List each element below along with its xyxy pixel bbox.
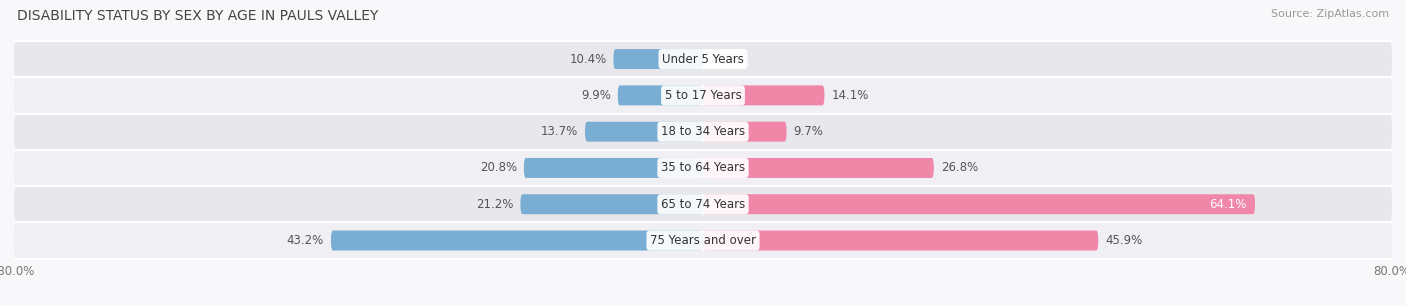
Text: Source: ZipAtlas.com: Source: ZipAtlas.com (1271, 9, 1389, 19)
FancyBboxPatch shape (14, 150, 1392, 186)
FancyBboxPatch shape (14, 186, 1392, 222)
FancyBboxPatch shape (330, 231, 703, 250)
FancyBboxPatch shape (703, 122, 786, 142)
Text: 21.2%: 21.2% (477, 198, 513, 211)
Text: DISABILITY STATUS BY SEX BY AGE IN PAULS VALLEY: DISABILITY STATUS BY SEX BY AGE IN PAULS… (17, 9, 378, 23)
Text: 13.7%: 13.7% (541, 125, 578, 138)
Text: 10.4%: 10.4% (569, 52, 606, 66)
Text: 18 to 34 Years: 18 to 34 Years (661, 125, 745, 138)
Text: 75 Years and over: 75 Years and over (650, 234, 756, 247)
Text: 9.7%: 9.7% (793, 125, 824, 138)
FancyBboxPatch shape (703, 231, 1098, 250)
FancyBboxPatch shape (14, 222, 1392, 259)
FancyBboxPatch shape (703, 194, 1256, 214)
Text: 0.0%: 0.0% (710, 52, 740, 66)
Text: 20.8%: 20.8% (479, 161, 517, 174)
Text: 26.8%: 26.8% (941, 161, 979, 174)
Text: 64.1%: 64.1% (1209, 198, 1246, 211)
Text: 14.1%: 14.1% (831, 89, 869, 102)
FancyBboxPatch shape (613, 49, 703, 69)
Text: 9.9%: 9.9% (581, 89, 610, 102)
Text: 45.9%: 45.9% (1105, 234, 1143, 247)
FancyBboxPatch shape (520, 194, 703, 214)
FancyBboxPatch shape (524, 158, 703, 178)
FancyBboxPatch shape (14, 77, 1392, 113)
FancyBboxPatch shape (703, 158, 934, 178)
Text: 35 to 64 Years: 35 to 64 Years (661, 161, 745, 174)
FancyBboxPatch shape (14, 113, 1392, 150)
FancyBboxPatch shape (617, 85, 703, 105)
Text: 65 to 74 Years: 65 to 74 Years (661, 198, 745, 211)
FancyBboxPatch shape (585, 122, 703, 142)
FancyBboxPatch shape (703, 85, 824, 105)
Text: 5 to 17 Years: 5 to 17 Years (665, 89, 741, 102)
Text: 43.2%: 43.2% (287, 234, 323, 247)
FancyBboxPatch shape (14, 41, 1392, 77)
Text: Under 5 Years: Under 5 Years (662, 52, 744, 66)
